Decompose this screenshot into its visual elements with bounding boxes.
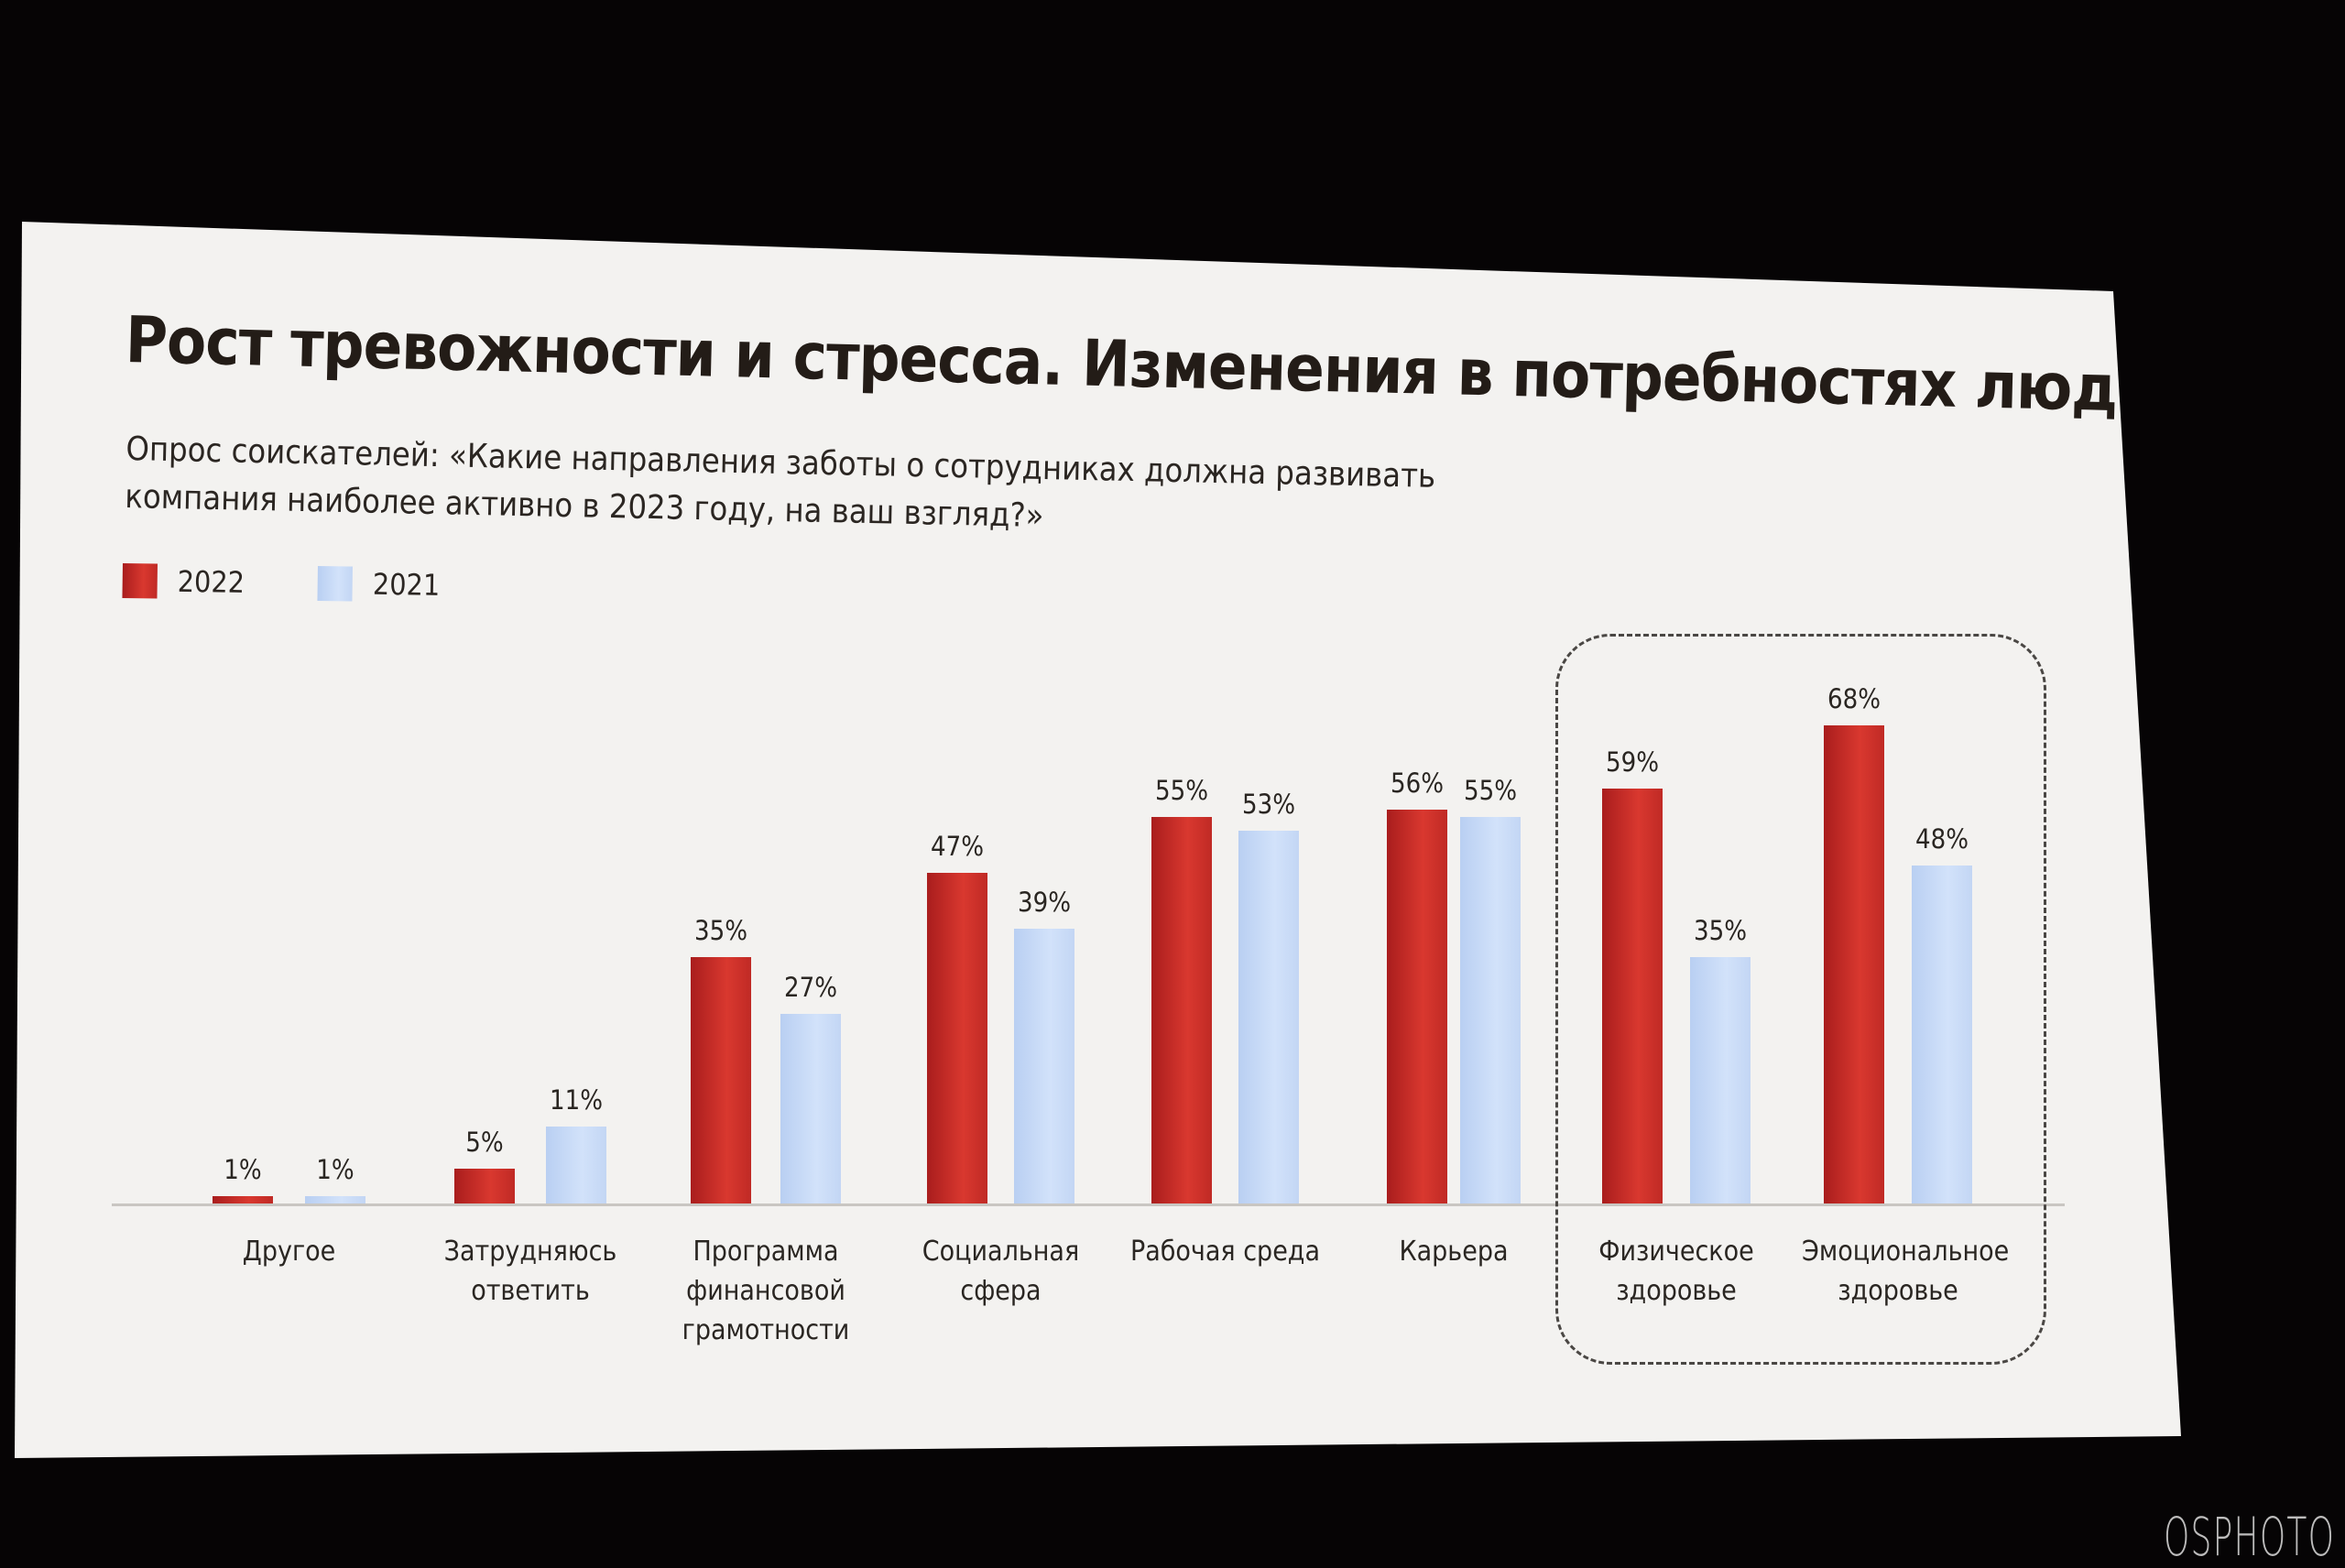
bar-2021-2 <box>546 1126 606 1203</box>
x-axis-line <box>112 1203 2065 1206</box>
bar-2022-2 <box>454 1168 515 1203</box>
x-tick-label-1: Другое <box>242 1236 336 1268</box>
data-label-2022-6: 56% <box>1391 767 1444 799</box>
bar-2022-7 <box>1602 788 1663 1203</box>
data-label-2022-3: 35% <box>694 915 747 947</box>
data-label-2022-4: 47% <box>931 831 984 863</box>
x-tick-label-4: Социальная сфера <box>922 1236 1080 1307</box>
data-label-2021-8: 48% <box>1915 823 1969 855</box>
bar-2021-4 <box>1014 929 1074 1203</box>
x-tick-label-8: Эмоциональное здоровье <box>1802 1236 2010 1307</box>
data-label-2021-6: 55% <box>1464 774 1517 806</box>
highlight-box <box>1555 634 2046 1365</box>
bar-2021-3 <box>780 1013 841 1203</box>
x-tick-label-6: Карьера <box>1399 1236 1509 1268</box>
watermark-logo: OSPHOTO <box>2164 1506 2336 1568</box>
x-tick-label-7: Физическое здоровье <box>1598 1236 1754 1307</box>
x-tick-label-3: Программа финансовой грамотности <box>682 1236 850 1346</box>
x-tick-label-5: Рабочая среда <box>1129 1236 1321 1268</box>
data-label-2021-1: 1% <box>316 1154 354 1185</box>
x-tick-label-2: Затрудняюсь ответить <box>443 1236 617 1307</box>
data-label-2021-7: 35% <box>1694 915 1747 947</box>
bar-2021-8 <box>1912 866 1972 1203</box>
bar-2022-8 <box>1824 724 1884 1203</box>
data-label-2022-7: 59% <box>1606 746 1659 778</box>
data-label-2022-1: 1% <box>224 1154 262 1185</box>
data-label-2021-5: 53% <box>1242 788 1295 820</box>
bar-2021-5 <box>1238 830 1299 1203</box>
data-label-2021-4: 39% <box>1018 887 1071 919</box>
data-label-2022-2: 5% <box>465 1126 504 1158</box>
bar-2022-5 <box>1151 816 1212 1203</box>
data-label-2022-5: 55% <box>1155 774 1208 806</box>
bar-2022-1 <box>213 1196 273 1203</box>
bar-2021-7 <box>1690 957 1751 1203</box>
data-label-2021-3: 27% <box>784 971 837 1003</box>
bar-2022-3 <box>691 957 751 1203</box>
bar-2021-6 <box>1460 816 1521 1203</box>
bar-2021-1 <box>305 1196 365 1203</box>
bar-2022-4 <box>927 873 987 1203</box>
bar-2022-6 <box>1387 809 1447 1203</box>
data-label-2021-2: 11% <box>550 1083 603 1116</box>
data-label-2022-8: 68% <box>1827 682 1881 714</box>
